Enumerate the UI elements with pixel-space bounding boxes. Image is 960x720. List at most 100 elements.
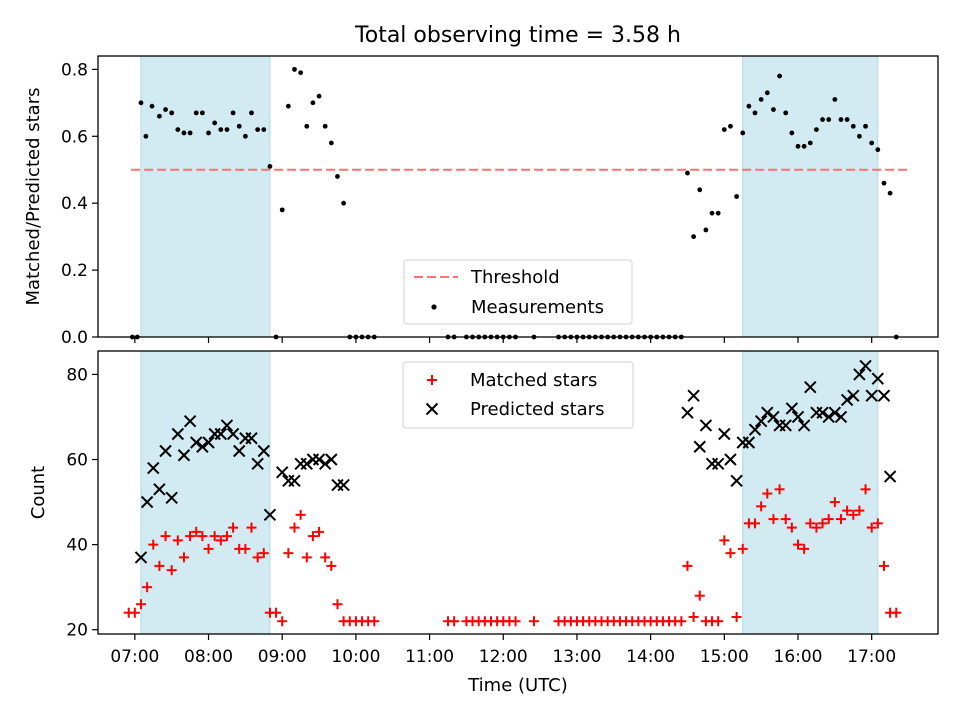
predicted-star-point (859, 359, 872, 373)
bottom-legend: Matched stars Predicted stars (402, 361, 634, 429)
matched-star-point (142, 582, 153, 593)
y-tick-label: 20 (66, 621, 88, 641)
top-y-axis-label: Matched/Predicted stars (23, 88, 44, 306)
predicted-star-point (288, 474, 301, 488)
predicted-star-point (834, 410, 848, 424)
predicted-star-point (883, 470, 897, 483)
matched-star-point (307, 531, 318, 542)
predicted-star-point (840, 393, 854, 407)
matched-star-point (786, 522, 797, 533)
matched-star-point (148, 539, 159, 550)
y-tick-label: 0.6 (61, 127, 88, 147)
measurement-point (777, 73, 782, 79)
matched-star-point (166, 565, 177, 576)
legend-predicted-label: Predicted stars (470, 399, 604, 420)
matched-star-point (203, 543, 214, 554)
matched-star-point (762, 488, 773, 499)
matched-star-point (178, 552, 189, 563)
predicted-star-point (767, 410, 780, 424)
predicted-star-point (779, 419, 792, 432)
matched-star-point (510, 616, 521, 627)
legend-measurements-label: Measurements (471, 297, 604, 318)
marker-stroke (251, 457, 264, 470)
observing-band (742, 350, 879, 635)
predicted-star-point (742, 436, 756, 449)
marker-stroke (153, 483, 166, 496)
marker-stroke (245, 432, 258, 445)
predicted-star-point (177, 449, 191, 462)
x-tick-label: 09:00 (258, 647, 307, 667)
predicted-star-point (220, 419, 234, 432)
predicted-star-point (318, 457, 332, 470)
matched-star-point (258, 548, 269, 559)
top-x-axis-ticks (134, 337, 873, 343)
marker-stroke (859, 359, 872, 373)
measurement-point (697, 187, 703, 193)
x-tick-label: 10:00 (331, 647, 380, 667)
x-tick-label: 14:00 (626, 647, 675, 667)
measurement-point (703, 227, 709, 233)
measurement-point (875, 147, 881, 153)
measurement-point (832, 97, 838, 102)
measurement-point (285, 103, 291, 109)
matched-star-point (289, 522, 300, 533)
measurement-point (721, 127, 727, 132)
measurement-point (169, 110, 175, 116)
x-tick-label: 17:00 (847, 647, 896, 667)
matched-star-point (135, 599, 146, 610)
measurement-point (887, 190, 893, 196)
top-legend: Threshold Measurements (403, 259, 633, 325)
ratio-panel: 0.00.20.40.60.8 Matched/Predicted stars … (23, 55, 939, 348)
measurement-point (143, 133, 149, 139)
marker-stroke (730, 474, 743, 488)
bottom-x-axis-ticks: 07:00 08:00 09:00 10:00 11:00 12:00 13:00 14:00… (110, 634, 896, 667)
measurement-point (236, 123, 242, 129)
predicted-star-point (699, 419, 713, 432)
matched-star-point (805, 518, 816, 529)
predicted-star-point (816, 406, 829, 419)
measurement-point (298, 70, 304, 76)
matched-star-point (737, 543, 748, 554)
predicted-star-point (687, 389, 700, 402)
matched-star-point (154, 560, 165, 571)
legend-threshold-label: Threshold (470, 267, 560, 288)
measurement-point (316, 93, 322, 99)
x-axis-label: Time (UTC) (467, 675, 568, 696)
predicted-star-point (730, 474, 743, 488)
marker-stroke (822, 410, 835, 424)
marker-stroke (840, 393, 854, 407)
predicted-star-point (822, 410, 835, 424)
measurement-point (869, 140, 875, 146)
measurement-point (783, 110, 789, 116)
matched-star-point (817, 518, 828, 529)
predicted-star-point (761, 406, 774, 419)
measurement-point (157, 113, 162, 119)
predicted-star-point (196, 440, 209, 453)
marker-stroke (159, 444, 172, 458)
matched-star-point (774, 484, 785, 495)
bottom-axes-frame (97, 350, 939, 635)
predicted-star-point (705, 457, 719, 470)
marker-stroke (337, 478, 350, 492)
marker-stroke (754, 415, 768, 428)
y-tick-label: 0.2 (61, 261, 88, 281)
top-y-axis-ticks: 0.0 0.2 0.4 0.6 0.8 (61, 60, 98, 348)
bottom-y-axis-ticks: 20 40 60 80 (66, 365, 98, 641)
measurement-point (304, 123, 310, 129)
predicted-star-point (754, 415, 768, 428)
measurement-point (740, 130, 746, 136)
predicted-star-point (877, 389, 891, 402)
measurement-point (857, 133, 862, 139)
matched-star-point (811, 522, 822, 533)
matched-star-point (326, 560, 337, 571)
x-tick-label: 12:00 (479, 647, 528, 667)
measurement-point (335, 174, 340, 179)
predicted-star-point (300, 457, 313, 470)
marker-stroke (883, 470, 897, 483)
marker-stroke (877, 389, 891, 402)
marker-stroke (183, 415, 197, 428)
measurement-point (758, 97, 764, 102)
predicted-star-point (791, 410, 805, 424)
measurement-point (249, 110, 254, 116)
